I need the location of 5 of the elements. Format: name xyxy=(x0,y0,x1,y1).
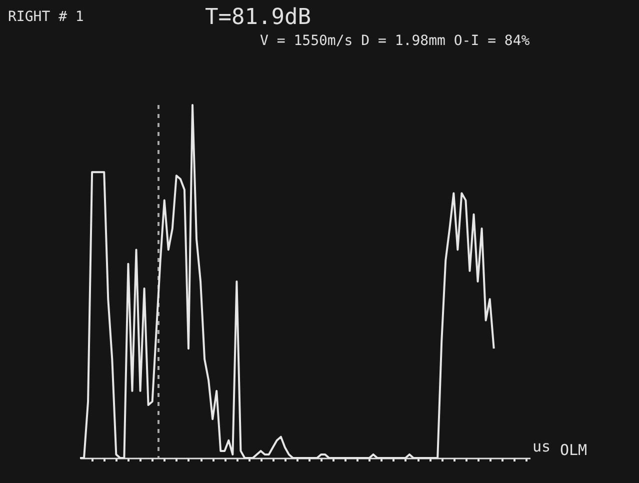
text: OLM xyxy=(560,441,588,459)
text: V = 1550m/s D = 1.98mm O-I = 84% xyxy=(260,33,530,49)
x-axis-title: us xyxy=(532,438,550,456)
text: RIGHT # 1 xyxy=(8,9,84,25)
text: T=81.9dB xyxy=(205,5,311,30)
